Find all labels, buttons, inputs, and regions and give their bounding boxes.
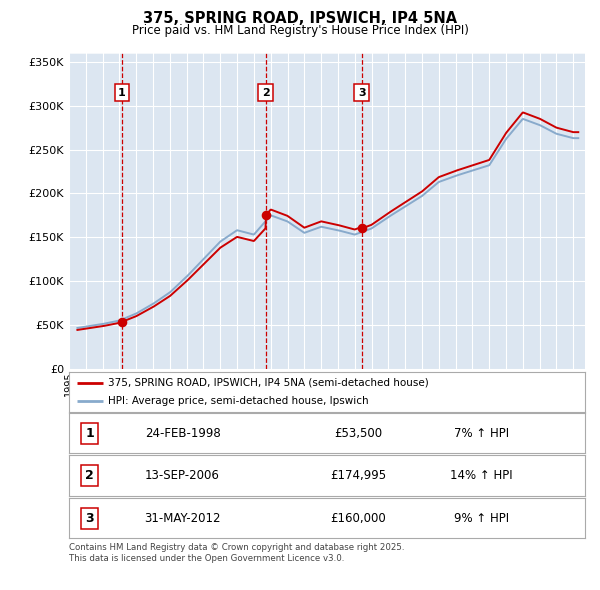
Point	[117, 317, 127, 326]
Text: 1: 1	[85, 427, 94, 440]
Text: 375, SPRING ROAD, IPSWICH, IP4 5NA: 375, SPRING ROAD, IPSWICH, IP4 5NA	[143, 11, 457, 27]
Text: HPI: Average price, semi-detached house, Ipswich: HPI: Average price, semi-detached house,…	[108, 395, 368, 405]
Text: Contains HM Land Registry data © Crown copyright and database right 2025.: Contains HM Land Registry data © Crown c…	[69, 543, 404, 552]
Text: 13-SEP-2006: 13-SEP-2006	[145, 469, 220, 482]
Text: £174,995: £174,995	[330, 469, 386, 482]
Text: £53,500: £53,500	[334, 427, 382, 440]
Text: 3: 3	[85, 512, 94, 525]
Text: 2: 2	[262, 87, 269, 97]
Text: 31-MAY-2012: 31-MAY-2012	[144, 512, 221, 525]
Text: 24-FEB-1998: 24-FEB-1998	[145, 427, 220, 440]
Text: £160,000: £160,000	[330, 512, 386, 525]
Text: 3: 3	[358, 87, 365, 97]
Text: Price paid vs. HM Land Registry's House Price Index (HPI): Price paid vs. HM Land Registry's House …	[131, 24, 469, 37]
Text: 14% ↑ HPI: 14% ↑ HPI	[451, 469, 513, 482]
Point	[261, 211, 271, 220]
Text: This data is licensed under the Open Government Licence v3.0.: This data is licensed under the Open Gov…	[69, 553, 344, 563]
Point	[357, 224, 367, 233]
Text: 1: 1	[118, 87, 126, 97]
Text: 7% ↑ HPI: 7% ↑ HPI	[454, 427, 509, 440]
Text: 375, SPRING ROAD, IPSWICH, IP4 5NA (semi-detached house): 375, SPRING ROAD, IPSWICH, IP4 5NA (semi…	[108, 378, 428, 388]
Text: 2: 2	[85, 469, 94, 482]
Text: 9% ↑ HPI: 9% ↑ HPI	[454, 512, 509, 525]
